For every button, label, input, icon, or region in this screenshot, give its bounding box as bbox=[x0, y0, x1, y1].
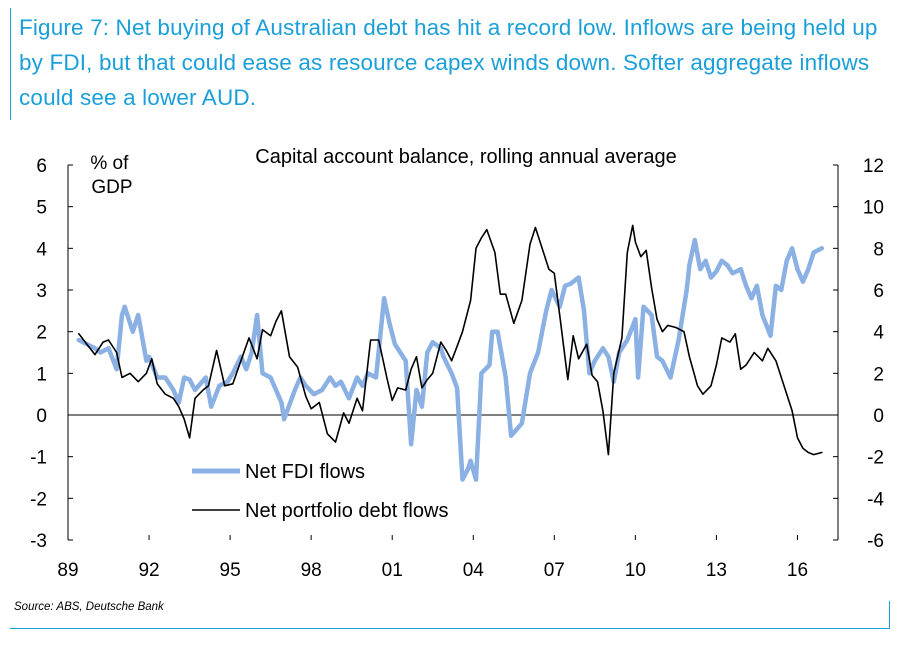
x-tick-label: 04 bbox=[463, 560, 485, 581]
x-tick-label: 07 bbox=[544, 560, 565, 581]
y-tick-label-right: 8 bbox=[873, 239, 884, 260]
y-tick-label-left: 6 bbox=[36, 156, 47, 177]
y-tick-label-right: 6 bbox=[873, 281, 884, 302]
caption-box: Figure 7: Net buying of Australian debt … bbox=[10, 8, 897, 120]
y-axis-label-left: % of GDP bbox=[90, 153, 133, 198]
x-tick-label: 16 bbox=[787, 560, 808, 581]
y-tick-label-right: -6 bbox=[867, 531, 884, 552]
y-tick-label-left: -3 bbox=[30, 531, 47, 552]
y-tick-label-left: -2 bbox=[30, 489, 47, 510]
y-tick-label-right: 4 bbox=[873, 323, 884, 344]
y-tick-label-left: 3 bbox=[36, 281, 47, 302]
y-tick-label-left: 1 bbox=[36, 364, 47, 385]
x-tick-label: 89 bbox=[57, 560, 78, 581]
y-tick-label-left: 5 bbox=[36, 198, 47, 219]
x-tick-label: 10 bbox=[625, 560, 646, 581]
y-tick-label-left: -1 bbox=[30, 448, 47, 469]
x-tick-label: 95 bbox=[220, 560, 241, 581]
chart-title: Capital account balance, rolling annual … bbox=[255, 146, 676, 168]
x-tick-label: 13 bbox=[706, 560, 727, 581]
y-tick-label-right: 2 bbox=[873, 364, 884, 385]
legend: Net FDI flows Net portfolio debt flows bbox=[192, 461, 448, 522]
y-axis-label-line-2: GDP bbox=[91, 177, 132, 198]
y-tick-label-right: -4 bbox=[867, 489, 884, 510]
chart: Capital account balance, rolling annual … bbox=[30, 146, 884, 581]
y-tick-label-left: 4 bbox=[36, 239, 47, 260]
series-lines bbox=[76, 224, 825, 482]
y-tick-label-right: 10 bbox=[863, 198, 884, 219]
y-tick-label-right: 0 bbox=[873, 406, 884, 427]
series-line-net-portfolio-debt-flows bbox=[78, 224, 823, 456]
axes bbox=[67, 165, 839, 540]
source-note: Source: ABS, Deutsche Bank bbox=[14, 601, 164, 613]
y-tick-label-left: 2 bbox=[36, 323, 47, 344]
series-line-net-fdi-flows bbox=[76, 237, 825, 482]
x-tick-label: 98 bbox=[301, 560, 322, 581]
y-tick-label-right: -2 bbox=[867, 448, 884, 469]
legend-label-fdi: Net FDI flows bbox=[245, 461, 365, 483]
y-axis-label-line-1: % of bbox=[90, 153, 129, 174]
x-tick-label: 92 bbox=[138, 560, 159, 581]
footer-rule bbox=[10, 628, 890, 629]
y-tick-label-left: 0 bbox=[36, 406, 47, 427]
footer-rule-right bbox=[889, 601, 890, 629]
y-tick-label-right: 12 bbox=[863, 156, 884, 177]
figure-caption: Figure 7: Net buying of Australian debt … bbox=[19, 15, 878, 110]
x-tick-label: 01 bbox=[382, 560, 403, 581]
legend-label-debt: Net portfolio debt flows bbox=[245, 500, 448, 522]
